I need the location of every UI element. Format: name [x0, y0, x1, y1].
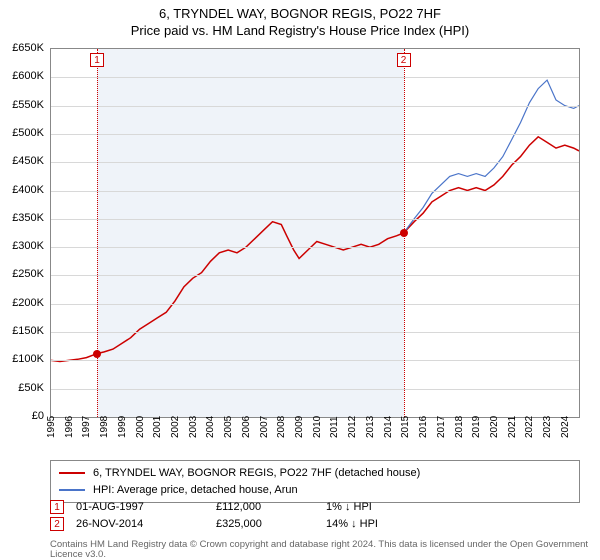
x-tick-label: 2021: [507, 416, 518, 438]
series-price_paid: [51, 137, 579, 362]
x-tick-label: 2019: [471, 416, 482, 438]
x-tick-label: 2024: [560, 416, 571, 438]
footer-attribution: Contains HM Land Registry data © Crown c…: [50, 540, 600, 559]
gridline: [51, 360, 579, 361]
gridline: [51, 304, 579, 305]
x-tick-label: 2016: [418, 416, 429, 438]
x-tick-label: 2000: [135, 416, 146, 438]
x-tick-label: 1999: [117, 416, 128, 438]
sale-marker-box: 2: [397, 53, 411, 67]
x-tick-label: 1995: [46, 416, 57, 438]
y-tick-label: £150K: [12, 325, 44, 337]
sales-date: 26-NOV-2014: [76, 518, 216, 530]
series-hpi: [404, 80, 579, 233]
gridline: [51, 219, 579, 220]
x-tick-label: 2020: [489, 416, 500, 438]
x-tick-label: 1996: [64, 416, 75, 438]
legend-item: 6, TRYNDEL WAY, BOGNOR REGIS, PO22 7HF (…: [59, 465, 571, 482]
y-tick-label: £450K: [12, 155, 44, 167]
x-tick-label: 2011: [329, 416, 340, 438]
y-tick-label: £0: [32, 410, 44, 422]
sale-point-dot: [93, 350, 101, 358]
y-tick-label: £600K: [12, 70, 44, 82]
gridline: [51, 162, 579, 163]
sales-pct: 1% ↓ HPI: [326, 501, 416, 513]
x-tick-label: 2001: [152, 416, 163, 438]
sale-marker-box: 1: [90, 53, 104, 67]
x-tick-label: 2018: [454, 416, 465, 438]
x-tick-label: 2012: [347, 416, 358, 438]
y-tick-label: £250K: [12, 268, 44, 280]
y-tick-label: £50K: [18, 382, 44, 394]
chart-container: 6, TRYNDEL WAY, BOGNOR REGIS, PO22 7HF P…: [0, 0, 600, 560]
chart-plot-area: 12: [50, 48, 580, 418]
gridline: [51, 389, 579, 390]
gridline: [51, 77, 579, 78]
y-tick-label: £100K: [12, 353, 44, 365]
sales-table: 1 01-AUG-1997£112,0001% ↓ HPI 2 26-NOV-2014…: [50, 500, 416, 534]
gridline: [51, 191, 579, 192]
title-subtitle: Price paid vs. HM Land Registry's House …: [0, 23, 600, 40]
sales-row: 1 01-AUG-1997£112,0001% ↓ HPI: [50, 500, 416, 514]
legend-label: HPI: Average price, detached house, Arun: [93, 482, 298, 499]
x-tick-label: 2003: [188, 416, 199, 438]
y-tick-label: £300K: [12, 240, 44, 252]
y-tick-label: £650K: [12, 42, 44, 54]
sales-row-marker: 2: [50, 517, 64, 531]
sales-pct: 14% ↓ HPI: [326, 518, 416, 530]
x-tick-label: 2006: [241, 416, 252, 438]
gridline: [51, 247, 579, 248]
x-tick-label: 2005: [223, 416, 234, 438]
x-tick-label: 2004: [205, 416, 216, 438]
legend-label: 6, TRYNDEL WAY, BOGNOR REGIS, PO22 7HF (…: [93, 465, 420, 482]
gridline: [51, 275, 579, 276]
x-tick-label: 2022: [524, 416, 535, 438]
y-tick-label: £500K: [12, 127, 44, 139]
x-tick-label: 2015: [400, 416, 411, 438]
sale-marker-line: [97, 49, 98, 417]
y-tick-label: £400K: [12, 184, 44, 196]
x-tick-label: 2002: [170, 416, 181, 438]
x-tick-label: 2023: [542, 416, 553, 438]
x-tick-label: 2013: [365, 416, 376, 438]
x-tick-label: 2017: [436, 416, 447, 438]
gridline: [51, 332, 579, 333]
x-tick-label: 2007: [259, 416, 270, 438]
x-tick-label: 2009: [294, 416, 305, 438]
sales-row: 2 26-NOV-2014£325,00014% ↓ HPI: [50, 517, 416, 531]
title-block: 6, TRYNDEL WAY, BOGNOR REGIS, PO22 7HF P…: [0, 0, 600, 40]
x-tick-label: 2010: [312, 416, 323, 438]
legend-swatch: [59, 489, 85, 491]
x-tick-label: 1998: [99, 416, 110, 438]
title-address: 6, TRYNDEL WAY, BOGNOR REGIS, PO22 7HF: [0, 6, 600, 23]
x-tick-label: 2014: [383, 416, 394, 438]
sales-date: 01-AUG-1997: [76, 501, 216, 513]
y-axis-labels: £0£50K£100K£150K£200K£250K£300K£350K£400…: [0, 48, 48, 418]
x-tick-label: 2008: [276, 416, 287, 438]
legend-swatch: [59, 472, 85, 474]
sales-price: £112,000: [216, 501, 326, 513]
chart-svg: [51, 49, 579, 417]
gridline: [51, 134, 579, 135]
sale-point-dot: [400, 229, 408, 237]
gridline: [51, 106, 579, 107]
y-tick-label: £200K: [12, 297, 44, 309]
sales-row-marker: 1: [50, 500, 64, 514]
y-tick-label: £550K: [12, 99, 44, 111]
sales-price: £325,000: [216, 518, 326, 530]
x-tick-label: 1997: [81, 416, 92, 438]
legend-item: HPI: Average price, detached house, Arun: [59, 482, 571, 499]
legend: 6, TRYNDEL WAY, BOGNOR REGIS, PO22 7HF (…: [50, 460, 580, 503]
x-axis-labels: 1995199619971998199920002001200220032004…: [50, 420, 580, 460]
y-tick-label: £350K: [12, 212, 44, 224]
